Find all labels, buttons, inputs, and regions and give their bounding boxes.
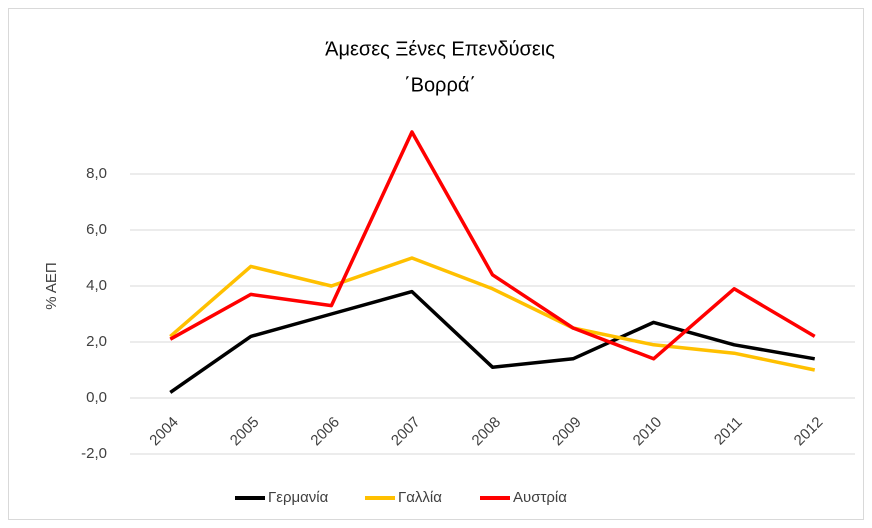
legend-label: Αυστρία — [513, 489, 567, 506]
chart-border — [8, 8, 864, 520]
y-axis-label: % ΑΕΠ — [43, 262, 60, 310]
series-line — [169, 289, 816, 394]
series-line — [169, 130, 816, 361]
y-tick-label: 8,0 — [86, 165, 107, 182]
chart-subtitle: ΄Βορρά΄ — [404, 74, 476, 96]
y-tick-label: 0,0 — [86, 389, 107, 406]
legend-label: Γαλλία — [398, 489, 442, 506]
y-tick-label: 6,0 — [86, 221, 107, 238]
series-line — [169, 256, 816, 372]
legend-label: Γερμανία — [268, 489, 329, 506]
y-tick-label: -2,0 — [81, 445, 107, 462]
chart-title: Άμεσες Ξένες Επενδύσεις — [325, 38, 555, 60]
y-tick-label: 4,0 — [86, 277, 107, 294]
y-tick-label: 2,0 — [86, 333, 107, 350]
